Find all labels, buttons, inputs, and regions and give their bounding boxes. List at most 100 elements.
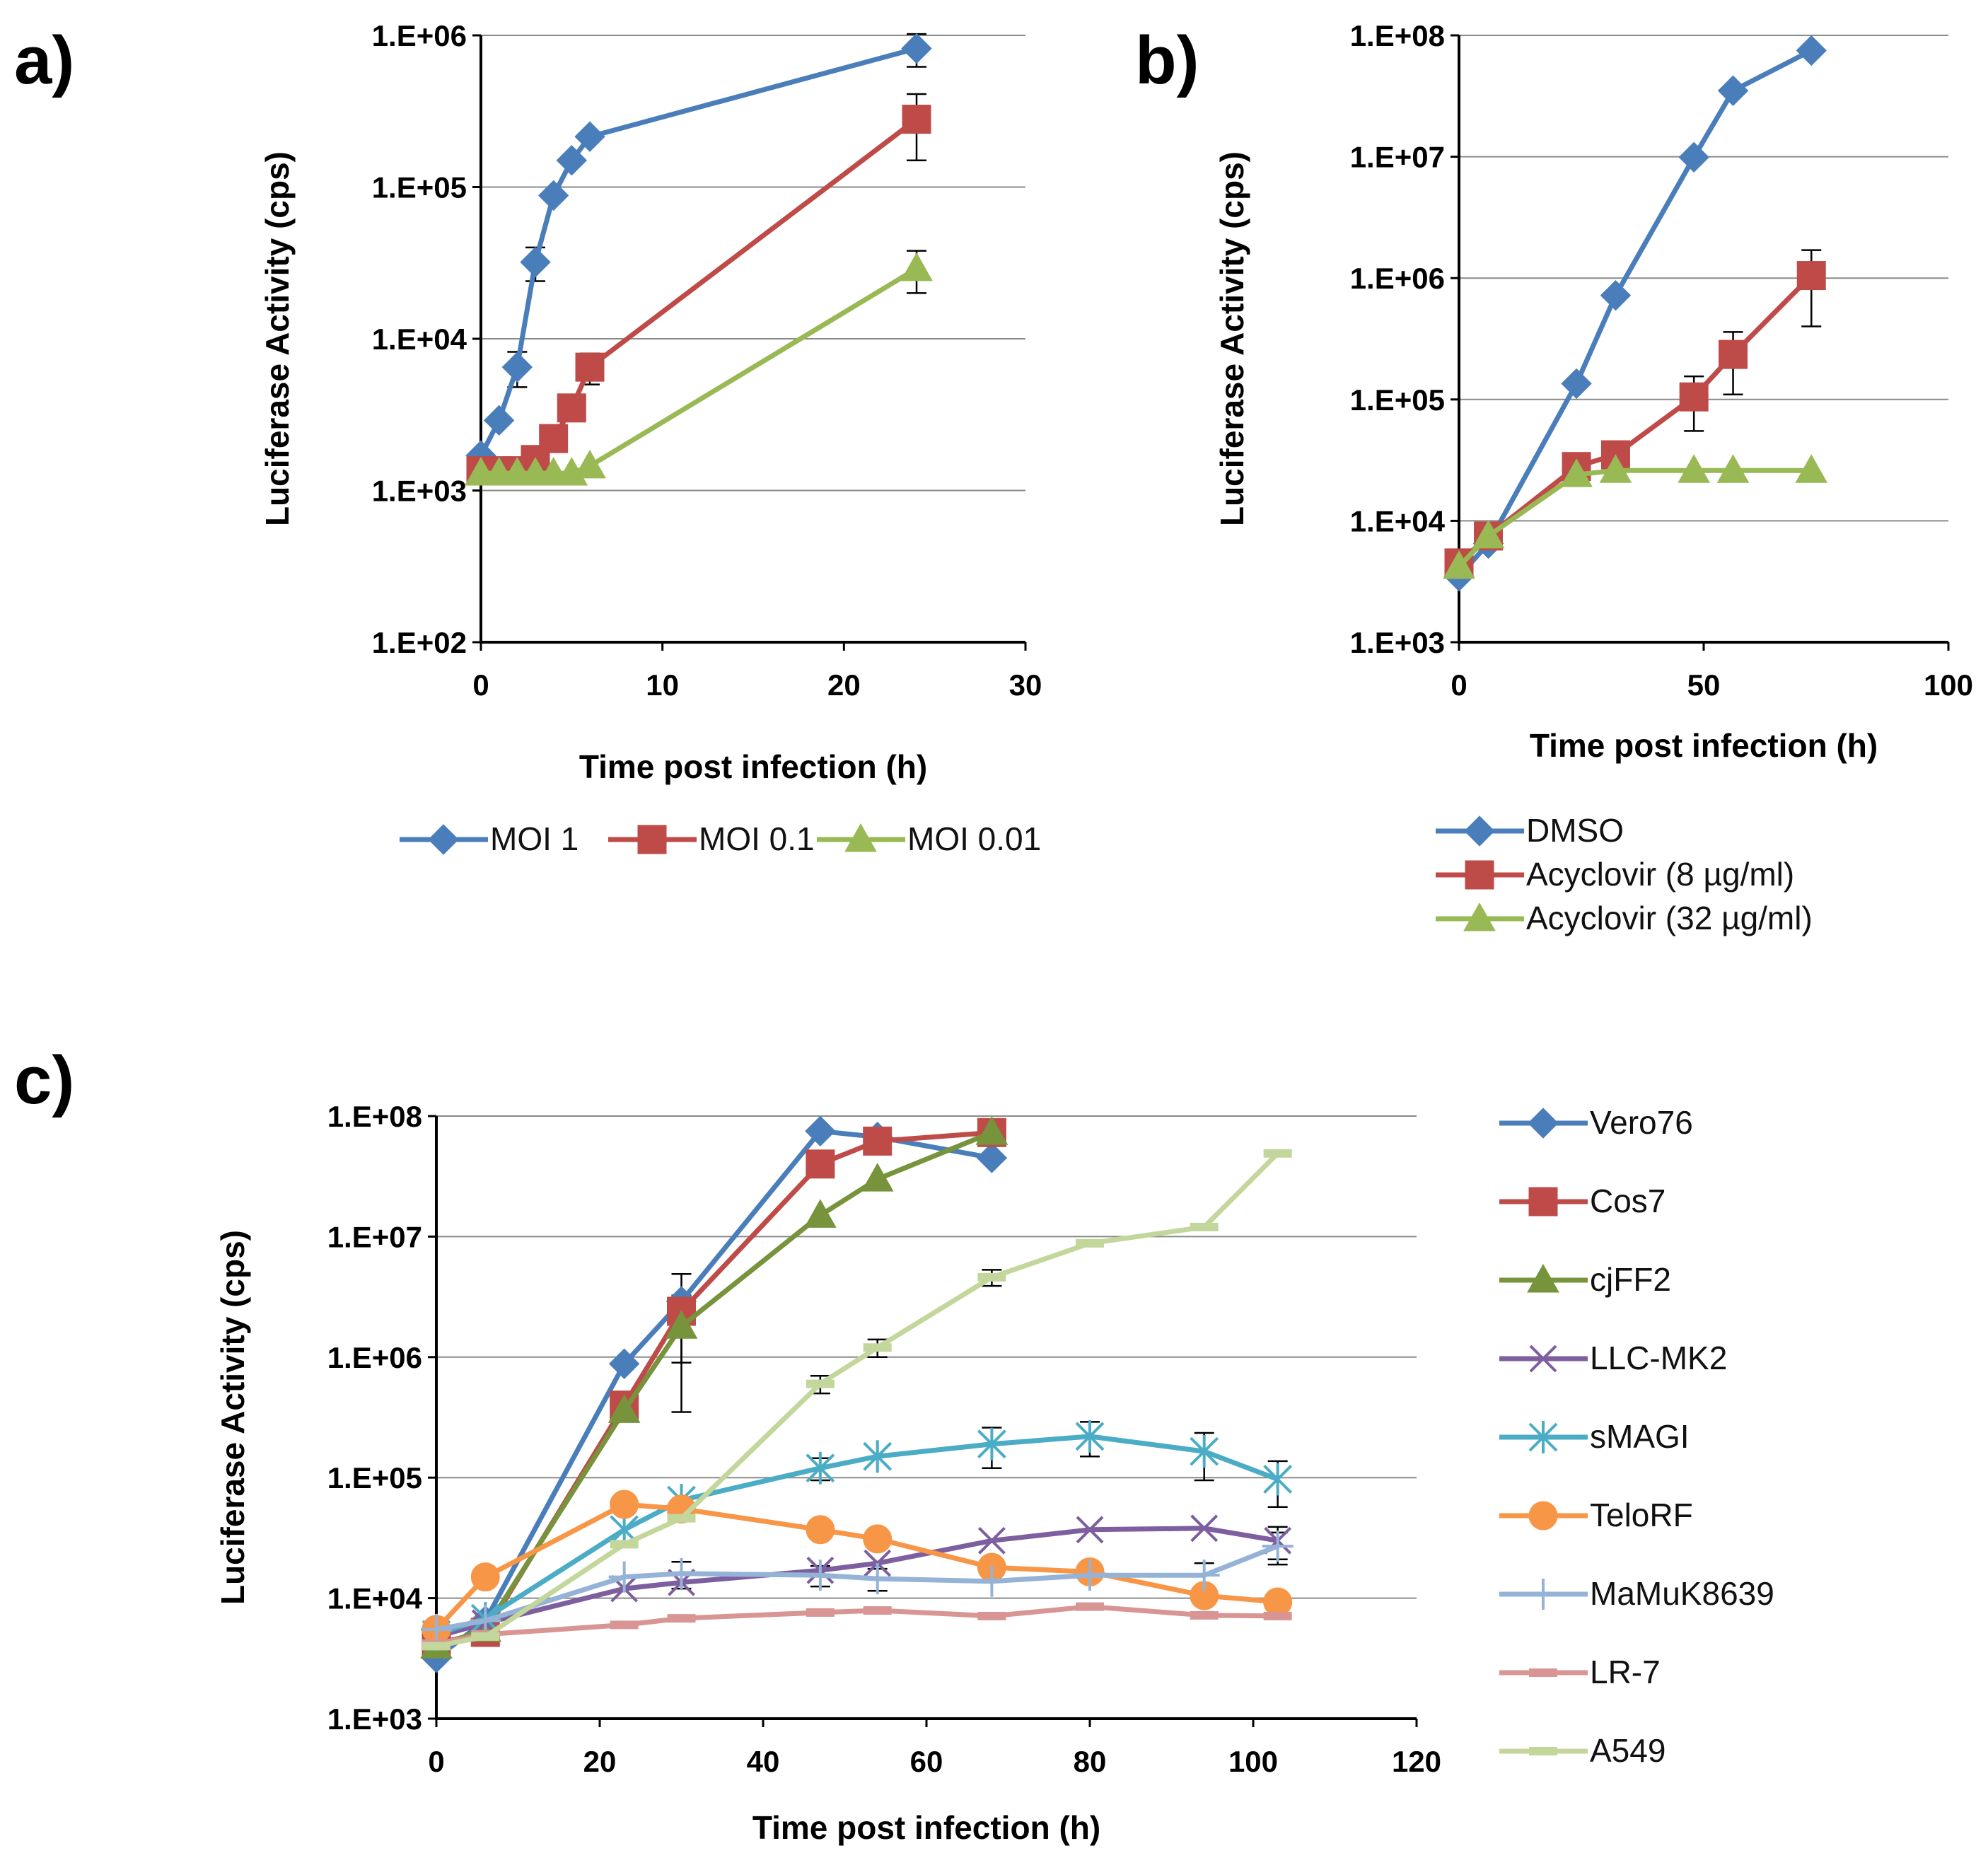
axes bbox=[479, 35, 1025, 644]
data-point bbox=[1076, 1238, 1104, 1248]
y-tick-label: 1.E+05 bbox=[372, 171, 467, 204]
data-point bbox=[667, 1514, 696, 1523]
data-point bbox=[1678, 454, 1711, 483]
y-tick-label: 1.E+07 bbox=[1350, 141, 1445, 174]
data-point bbox=[608, 1348, 640, 1379]
panel-label: a) bbox=[14, 23, 74, 98]
data-point bbox=[1263, 1463, 1293, 1496]
legend-item: Acyclovir (8 µg/ml) bbox=[1436, 856, 1794, 893]
data-point bbox=[1717, 75, 1749, 106]
y-axis-title: Luciferase Activity (cps) bbox=[1214, 151, 1250, 526]
x-tick-label: 20 bbox=[583, 1745, 617, 1778]
y-tick-label: 1.E+06 bbox=[1350, 262, 1445, 295]
x-axis-title: Time post infection (h) bbox=[579, 748, 927, 785]
legend: Vero76 Cos7 cjFF2 LLC-MK2 sMAGI TeloRF MaMuK86… bbox=[1499, 1104, 1774, 1769]
x-tick-label: 50 bbox=[1687, 668, 1721, 702]
data-point bbox=[806, 1379, 835, 1388]
data-point bbox=[1716, 454, 1750, 483]
x-tick-label: 0 bbox=[1451, 668, 1467, 702]
y-axis-title: Luciferase Activity (cps) bbox=[259, 151, 296, 526]
legend-label: MOI 0.1 bbox=[699, 820, 815, 857]
y-axis-title: Luciferase Activity (cps) bbox=[214, 1230, 251, 1605]
legend-label: MOI 0.01 bbox=[907, 820, 1041, 857]
data-point bbox=[557, 393, 586, 423]
data-point bbox=[1190, 1610, 1219, 1620]
series-line bbox=[435, 1130, 993, 1649]
series-line bbox=[436, 1604, 1278, 1647]
x-tick-label: 60 bbox=[910, 1745, 943, 1778]
legend-item: Vero76 bbox=[1499, 1104, 1693, 1141]
series-line bbox=[436, 1526, 1279, 1639]
series-moi-0-01 bbox=[465, 252, 933, 486]
data-point bbox=[501, 352, 533, 383]
data-point bbox=[1679, 382, 1709, 412]
legend-marker bbox=[1463, 902, 1496, 931]
data-point bbox=[976, 1565, 1008, 1597]
error-bars-moi-0-1 bbox=[580, 93, 926, 385]
x-tick-label: 30 bbox=[1009, 668, 1042, 702]
data-point bbox=[610, 1490, 639, 1519]
data-point bbox=[667, 1614, 696, 1623]
series-lr-7 bbox=[422, 1602, 1292, 1648]
legend-label: A549 bbox=[1590, 1732, 1666, 1769]
series-line bbox=[434, 1502, 1278, 1632]
series-line bbox=[1457, 48, 1813, 578]
y-tick-label: 1.E+05 bbox=[1350, 383, 1445, 417]
data-point bbox=[863, 1126, 893, 1156]
data-point bbox=[1796, 261, 1826, 291]
data-point bbox=[975, 1116, 1008, 1145]
legend-marker bbox=[1529, 1668, 1557, 1677]
data-point bbox=[806, 1515, 835, 1545]
data-point bbox=[806, 1451, 835, 1485]
data-point bbox=[977, 1427, 1006, 1461]
panel-c: c) 1.E+03 1.E+04 1.E+05 1.E+06 1.E+07 1.E+08 0 2… bbox=[14, 1043, 1774, 1846]
legend-item: sMAGI bbox=[1499, 1418, 1690, 1455]
legend-marker bbox=[1464, 815, 1495, 847]
data-point bbox=[1190, 1514, 1219, 1543]
legend-item: MaMuK8639 bbox=[1499, 1575, 1774, 1612]
data-point bbox=[1560, 458, 1593, 487]
legend-label: Acyclovir (8 µg/ml) bbox=[1526, 856, 1794, 893]
legend-label: MOI 1 bbox=[490, 820, 579, 857]
series-line bbox=[1457, 468, 1812, 569]
x-tick-label: 10 bbox=[646, 668, 679, 702]
y-tick-label: 1.E+04 bbox=[327, 1582, 423, 1615]
y-tick-label: 1.E+03 bbox=[372, 475, 467, 508]
legend-marker bbox=[1527, 1263, 1559, 1293]
x-tick-label: 20 bbox=[827, 668, 861, 702]
data-point bbox=[1190, 1435, 1219, 1468]
legend-label: LR-7 bbox=[1590, 1654, 1661, 1690]
y-tick-label: 1.E+04 bbox=[372, 323, 467, 356]
series-line bbox=[435, 1434, 1279, 1637]
x-tick-label: 80 bbox=[1074, 1745, 1107, 1778]
data-point bbox=[1076, 1516, 1104, 1544]
error-bars-moi-1 bbox=[507, 33, 926, 388]
data-point bbox=[539, 424, 569, 453]
data-point bbox=[902, 105, 931, 134]
series-dmso bbox=[1443, 35, 1827, 592]
y-tick-label: 1.E+03 bbox=[327, 1702, 422, 1736]
data-point bbox=[806, 1608, 835, 1617]
data-point bbox=[1076, 1602, 1104, 1611]
legend-label: MaMuK8639 bbox=[1590, 1575, 1774, 1612]
data-point bbox=[901, 33, 932, 64]
x-tick-label: 120 bbox=[1392, 1745, 1441, 1778]
legend-marker bbox=[1528, 1579, 1559, 1610]
legend-label: Vero76 bbox=[1590, 1104, 1693, 1141]
x-tick-label: 100 bbox=[1228, 1745, 1278, 1778]
data-point bbox=[977, 1272, 1006, 1282]
panel-a: a) 1.E+02 1.E+03 1.E+04 1.E+05 1.E+06 0 10 20 30 T… bbox=[14, 19, 1042, 857]
legend-item: TeloRF bbox=[1499, 1497, 1693, 1533]
series-line bbox=[478, 46, 917, 457]
series-a549 bbox=[422, 1149, 1292, 1651]
legend-marker bbox=[1528, 1501, 1558, 1531]
legend-item: LR-7 bbox=[1499, 1654, 1661, 1690]
data-point bbox=[977, 1526, 1006, 1555]
data-point bbox=[608, 1394, 641, 1423]
data-point bbox=[665, 1310, 698, 1339]
legend-marker bbox=[1465, 860, 1494, 890]
legend-marker bbox=[1528, 1187, 1558, 1217]
y-tick-label: 1.E+08 bbox=[1350, 19, 1445, 52]
legend: MOI 1 MOI 0.1 MOI 0.01 bbox=[400, 820, 1041, 857]
legend-marker bbox=[1529, 1345, 1557, 1373]
